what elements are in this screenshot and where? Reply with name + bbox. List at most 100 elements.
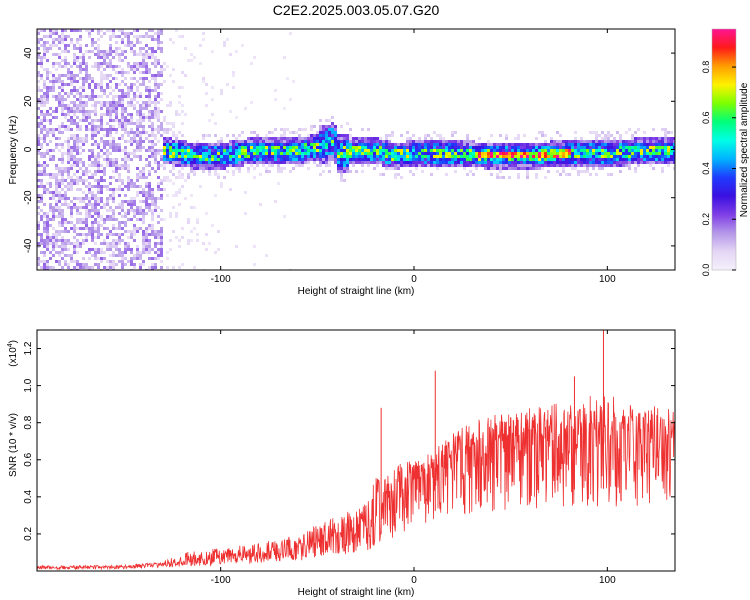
heatmap-cell	[139, 158, 142, 161]
heatmap-cell	[154, 65, 157, 68]
heatmap-cell	[343, 155, 346, 158]
heatmap-cell	[49, 119, 52, 122]
heatmap-cell	[58, 47, 61, 50]
heatmap-cell	[46, 74, 49, 77]
heatmap-cell	[145, 194, 148, 197]
heatmap-cell	[229, 146, 232, 149]
heatmap-cell	[199, 62, 202, 65]
heatmap-cell	[49, 113, 52, 116]
heatmap-cell	[148, 53, 151, 56]
heatmap-cell	[37, 263, 40, 266]
heatmap-cell	[580, 140, 583, 143]
heatmap-cell	[175, 158, 178, 161]
heatmap-cell	[514, 137, 517, 140]
heatmap-cell	[157, 38, 160, 41]
heatmap-cell	[406, 131, 409, 134]
heatmap-cell	[346, 155, 349, 158]
heatmap-cell	[64, 50, 67, 53]
heatmap-cell	[46, 215, 49, 218]
heatmap-cell	[97, 224, 100, 227]
heatmap-cell	[472, 164, 475, 167]
heatmap-cell	[85, 134, 88, 137]
heatmap-cell	[535, 152, 538, 155]
heatmap-cell	[361, 152, 364, 155]
heatmap-cell	[424, 146, 427, 149]
heatmap-cell	[559, 134, 562, 137]
heatmap-cell	[466, 158, 469, 161]
heatmap-cell	[109, 218, 112, 221]
heatmap-cell	[70, 176, 73, 179]
heatmap-cell	[232, 164, 235, 167]
heatmap-cell	[601, 143, 604, 146]
heatmap-cell	[130, 230, 133, 233]
heatmap-cell	[436, 152, 439, 155]
heatmap-cell	[622, 140, 625, 143]
heatmap-cell	[112, 164, 115, 167]
heatmap-cell	[505, 152, 508, 155]
heatmap-cell	[487, 164, 490, 167]
heatmap-cell	[103, 239, 106, 242]
heatmap-cell	[100, 191, 103, 194]
heatmap-cell	[133, 239, 136, 242]
heatmap-cell	[151, 227, 154, 230]
heatmap-cell	[598, 140, 601, 143]
heatmap-cell	[370, 146, 373, 149]
heatmap-cell	[79, 218, 82, 221]
heatmap-cell	[76, 245, 79, 248]
heatmap-cell	[220, 185, 223, 188]
heatmap-cell	[130, 257, 133, 260]
heatmap-cell	[568, 164, 571, 167]
heatmap-cell	[217, 140, 220, 143]
heatmap-cell	[109, 182, 112, 185]
heatmap-cell	[211, 113, 214, 116]
heatmap-cell	[46, 98, 49, 101]
heatmap-cell	[463, 167, 466, 170]
heatmap-cell	[283, 215, 286, 218]
heatmap-cell	[97, 131, 100, 134]
heatmap-cell	[427, 155, 430, 158]
heatmap-cell	[421, 155, 424, 158]
heatmap-cell	[88, 197, 91, 200]
heatmap-cell	[430, 155, 433, 158]
heatmap-cell	[169, 239, 172, 242]
heatmap-cell	[487, 155, 490, 158]
heatmap-cell	[55, 116, 58, 119]
heatmap-cell	[571, 152, 574, 155]
heatmap-cell	[52, 233, 55, 236]
heatmap-cell	[391, 149, 394, 152]
heatmap-cell	[178, 149, 181, 152]
heatmap-cell	[658, 158, 661, 161]
heatmap-cell	[127, 92, 130, 95]
heatmap-cell	[130, 65, 133, 68]
heatmap-cell	[319, 119, 322, 122]
heatmap-cell	[157, 29, 160, 32]
heatmap-cell	[124, 194, 127, 197]
heatmap-cell	[67, 155, 70, 158]
heatmap-cell	[622, 155, 625, 158]
heatmap-cell	[112, 254, 115, 257]
heatmap-cell	[124, 221, 127, 224]
heatmap-cell	[172, 173, 175, 176]
heatmap-cell	[142, 263, 145, 266]
heatmap-cell	[280, 152, 283, 155]
heatmap-cell	[64, 248, 67, 251]
heatmap-cell	[136, 119, 139, 122]
heatmap-cell	[331, 158, 334, 161]
heatmap-cell	[271, 155, 274, 158]
heatmap-cell	[97, 44, 100, 47]
heatmap-cell	[622, 161, 625, 164]
heatmap-cell	[136, 101, 139, 104]
heatmap-cell	[490, 164, 493, 167]
heatmap-cell	[70, 215, 73, 218]
heatmap-cell	[577, 146, 580, 149]
heatmap-cell	[307, 137, 310, 140]
heatmap-cell	[334, 140, 337, 143]
heatmap-cell	[460, 149, 463, 152]
heatmap-cell	[193, 227, 196, 230]
heatmap-cell	[52, 266, 55, 269]
heatmap-cell	[49, 155, 52, 158]
heatmap-cell	[430, 149, 433, 152]
heatmap-cell	[127, 209, 130, 212]
heatmap-cell	[79, 77, 82, 80]
heatmap-cell	[61, 29, 64, 32]
